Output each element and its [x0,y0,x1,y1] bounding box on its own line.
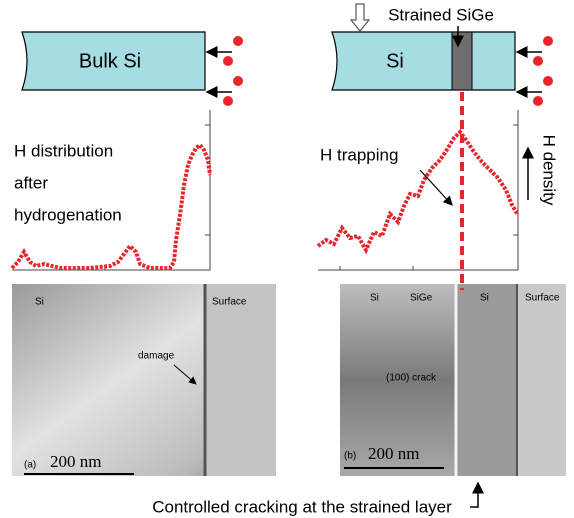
tem-label: Si [35,297,44,308]
caption: Controlled cracking at the strained laye… [152,497,452,516]
panel-label: (b) [344,451,356,462]
tem-b: Si SiGe Si Surface (100) crack (b) 200 n… [340,284,566,476]
sample-label: Si [386,50,404,72]
tem-label: Si [370,293,379,304]
tem-label: Surface [212,297,247,308]
sample-a: Bulk Si [22,32,243,106]
axis-label: H density [540,135,559,206]
scale-bar-label: 200 nm [50,452,101,471]
tem-label: Surface [525,293,560,304]
tem-label: Si [480,293,489,304]
tem-label: damage [138,351,175,362]
figure: Bulk Si Si Strained SiGe H distribution … [0,0,574,518]
tem-a: Si damage Surface (a) 200 nm [12,284,276,476]
profile-label: hydrogenation [14,205,122,224]
profile-label: H trapping [320,145,398,164]
profile-label: after [14,173,48,192]
tem-label: SiGe [410,293,433,304]
panel-label: (a) [24,460,36,471]
profile-b: H trapping H density [318,110,559,270]
tem-label: (100) crack [386,373,437,384]
layer-label: Strained SiGe [388,5,494,24]
profile-a: H distribution after hydrogenation [12,110,210,270]
profile-label: H distribution [14,141,113,160]
sample-b: Si Strained SiGe [332,4,553,106]
sample-label: Bulk Si [79,50,141,72]
scale-bar-label: 200 nm [368,444,419,463]
